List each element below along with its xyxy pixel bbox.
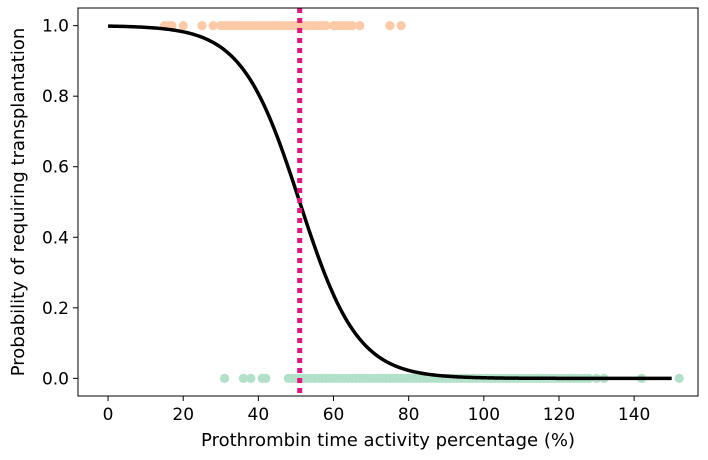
y-tick-label: 1.0	[42, 17, 69, 37]
x-axis-ticks: 0 20 40 60 80 100 120 140	[103, 396, 650, 425]
no-transplant-point	[261, 373, 271, 383]
x-tick-label: 20	[172, 405, 194, 425]
y-tick-label: 0.4	[42, 228, 69, 248]
no-transplant-point	[246, 373, 256, 383]
transplant-point	[355, 21, 365, 31]
x-tick-label: 100	[468, 405, 500, 425]
no-transplant-point	[238, 373, 248, 383]
y-tick-label: 0.6	[42, 158, 69, 178]
transplant-point	[197, 21, 207, 31]
transplant-point	[208, 21, 218, 31]
y-tick-label: 0.8	[42, 87, 69, 107]
transplant-point	[178, 21, 188, 31]
transplant-point	[321, 21, 331, 31]
x-tick-label: 140	[618, 405, 650, 425]
plot-area-frame	[77, 7, 699, 397]
y-axis-label: Probability of requiring transplantation	[8, 28, 29, 377]
scatter-points	[159, 21, 684, 383]
transplant-point	[291, 21, 301, 31]
transplant-point	[347, 21, 357, 31]
x-axis-label: Prothrombin time activity percentage (%)	[201, 430, 575, 451]
no-transplant-point	[674, 373, 684, 383]
x-tick-label: 60	[323, 405, 345, 425]
no-transplant-point	[219, 373, 230, 383]
logistic-fit-curve	[108, 24, 672, 381]
transplant-point	[385, 21, 395, 31]
x-tick-label: 40	[248, 405, 270, 425]
y-tick-label: 0.0	[42, 369, 69, 389]
x-tick-label: 80	[398, 405, 420, 425]
x-tick-label: 120	[543, 405, 575, 425]
transplant-point	[396, 21, 406, 31]
x-tick-label: 0	[103, 405, 114, 425]
y-tick-label: 0.2	[42, 299, 69, 319]
y-axis-ticks: 0.0 0.2 0.4 0.6 0.8 1.0	[42, 17, 78, 389]
